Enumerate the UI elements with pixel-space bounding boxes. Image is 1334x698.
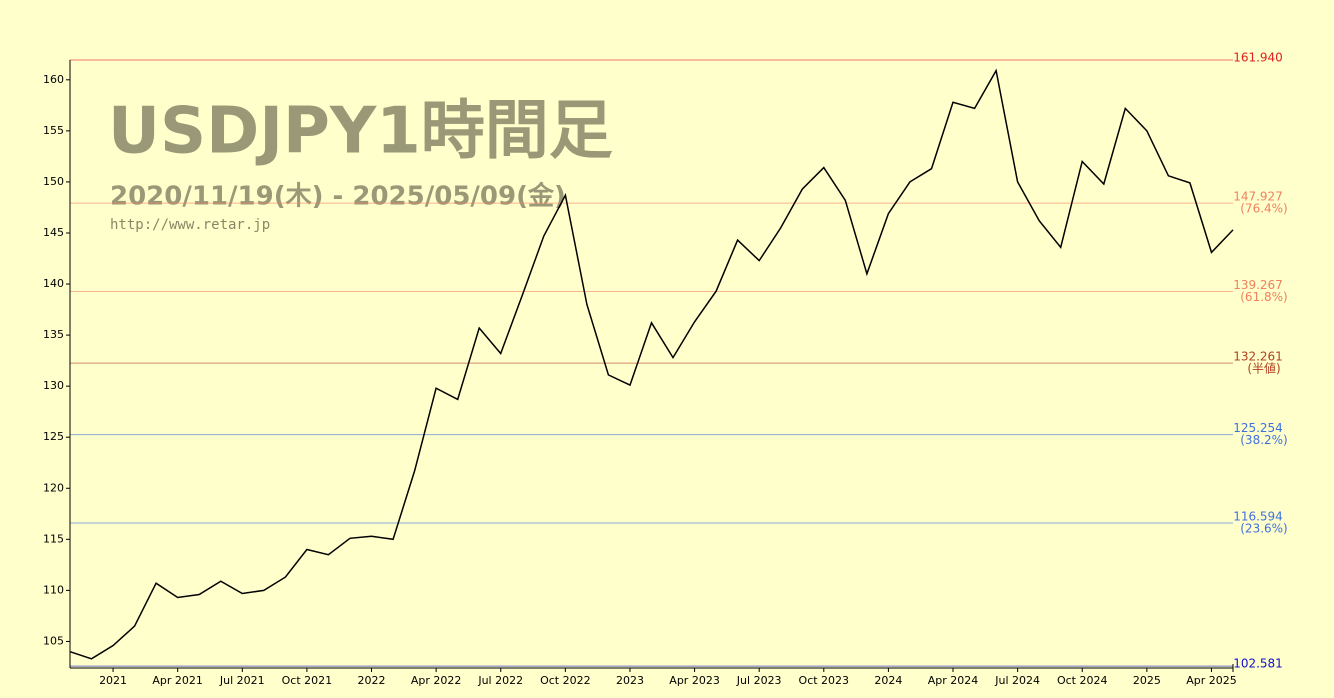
price-line (69, 68, 1234, 660)
y-tick-label: 120 (43, 481, 64, 494)
x-tick-label: Apr 2022 (411, 674, 462, 687)
level-label: 147.927 (1233, 190, 1283, 204)
level-note: (76.4%) (1240, 202, 1287, 216)
y-tick-label: 155 (43, 124, 64, 137)
x-tick-label: 2022 (358, 674, 386, 687)
level-note: (23.6%) (1240, 522, 1287, 536)
x-tick-label: Apr 2023 (669, 674, 720, 687)
level-label: 116.594 (1233, 510, 1283, 524)
x-tick-label: Apr 2024 (928, 674, 979, 687)
level-label: 139.267 (1233, 278, 1283, 292)
y-tick-label: 150 (43, 175, 64, 188)
level-note: (61.8%) (1240, 290, 1287, 304)
y-tick-label: 160 (43, 73, 64, 86)
level-label: 125.254 (1233, 421, 1283, 435)
y-tick-label: 115 (43, 532, 64, 545)
y-tick-label: 105 (43, 634, 64, 647)
x-tick-label: Oct 2022 (540, 674, 591, 687)
x-tick-label: Jul 2021 (219, 674, 265, 687)
chart-subtitle: 2020/11/19(木) - 2025/05/09(金) (110, 181, 566, 212)
level-note: (38.2%) (1240, 433, 1287, 447)
chart-title: USDJPY1時間足 (108, 95, 613, 169)
y-tick-label: 125 (43, 430, 64, 443)
source: http://www.retar.jp (110, 217, 270, 233)
y-tick-label: 110 (43, 583, 64, 596)
y-tick-label: 135 (43, 328, 64, 341)
x-tick-label: Jul 2023 (736, 674, 782, 687)
x-tick-label: 2025 (1133, 674, 1161, 687)
x-tick-label: Jul 2024 (994, 674, 1040, 687)
x-tick-label: Apr 2025 (1186, 674, 1237, 687)
x-tick-label: Oct 2023 (799, 674, 850, 687)
x-tick-label: Oct 2021 (282, 674, 333, 687)
level-label: 132.261 (1233, 350, 1283, 364)
level-label: 102.581 (1233, 657, 1283, 671)
x-tick-label: 2024 (874, 674, 902, 687)
x-tick-label: 2021 (99, 674, 127, 687)
y-tick-label: 145 (43, 226, 64, 239)
x-tick-label: 2023 (616, 674, 644, 687)
y-tick-label: 130 (43, 379, 64, 392)
x-tick-label: Jul 2022 (477, 674, 523, 687)
level-label: 161.940 (1233, 51, 1283, 65)
y-tick-label: 140 (43, 277, 64, 290)
level-note: (半値) (1247, 361, 1280, 376)
x-tick-label: Oct 2024 (1057, 674, 1108, 687)
x-tick-label: Apr 2021 (152, 674, 203, 687)
